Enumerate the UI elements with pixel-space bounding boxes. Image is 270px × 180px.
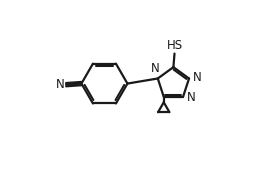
Text: N: N — [187, 91, 196, 104]
Text: N: N — [193, 71, 202, 84]
Text: HS: HS — [166, 39, 183, 52]
Text: N: N — [56, 78, 64, 91]
Text: N: N — [151, 62, 160, 75]
